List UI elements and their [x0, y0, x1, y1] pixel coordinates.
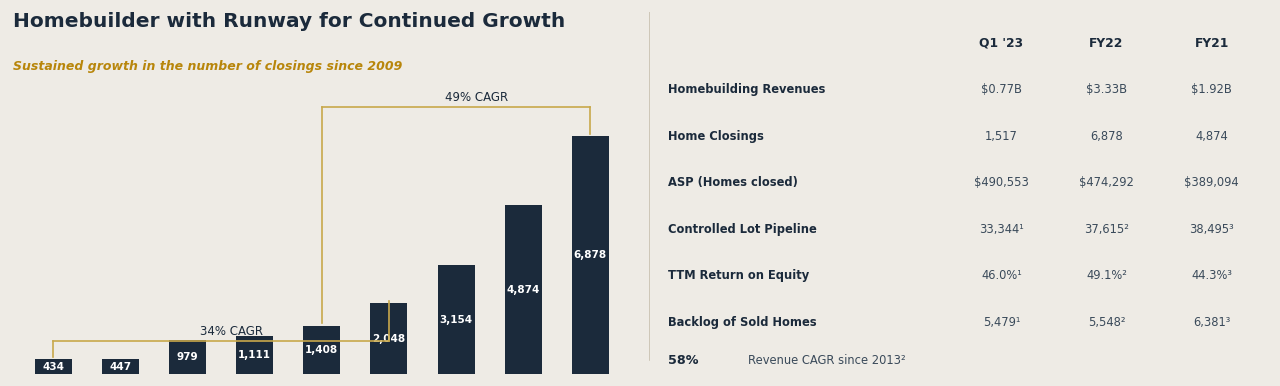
Text: TTM Return on Equity: TTM Return on Equity: [668, 269, 809, 282]
Bar: [303, 325, 340, 374]
Text: 58%: 58%: [668, 354, 699, 367]
Text: Home Closings: Home Closings: [668, 130, 764, 143]
Text: ASP (Homes closed): ASP (Homes closed): [668, 176, 797, 189]
Text: 979: 979: [177, 352, 198, 362]
Bar: [169, 340, 206, 374]
Bar: [438, 265, 475, 374]
Bar: [572, 136, 609, 374]
Text: 33,344¹: 33,344¹: [979, 223, 1024, 236]
Text: 44.3%³: 44.3%³: [1192, 269, 1233, 282]
Text: 6,878: 6,878: [1091, 130, 1123, 143]
Text: 5,479¹: 5,479¹: [983, 316, 1020, 328]
Text: $490,553: $490,553: [974, 176, 1029, 189]
Text: Q1 '23: Q1 '23: [979, 37, 1024, 50]
Text: 34% CAGR: 34% CAGR: [200, 325, 262, 338]
Bar: [102, 359, 138, 374]
Text: Sustained growth in the number of closings since 2009: Sustained growth in the number of closin…: [13, 60, 402, 73]
Text: $389,094: $389,094: [1184, 176, 1239, 189]
Text: FY22: FY22: [1089, 37, 1124, 50]
Text: 37,615²: 37,615²: [1084, 223, 1129, 236]
Text: 6,381³: 6,381³: [1193, 316, 1230, 328]
Text: 1,517: 1,517: [986, 130, 1018, 143]
Text: FY21: FY21: [1194, 37, 1229, 50]
Bar: [504, 205, 541, 374]
Bar: [370, 303, 407, 374]
Text: 3,154: 3,154: [439, 315, 472, 325]
Text: $0.77B: $0.77B: [980, 83, 1021, 96]
Text: 49% CAGR: 49% CAGR: [444, 91, 508, 104]
Text: $1.92B: $1.92B: [1192, 83, 1233, 96]
Text: Revenue CAGR since 2013²: Revenue CAGR since 2013²: [748, 354, 906, 367]
Text: $3.33B: $3.33B: [1085, 83, 1128, 96]
Text: 1,408: 1,408: [305, 345, 338, 355]
Text: 5,548²: 5,548²: [1088, 316, 1125, 328]
Text: 49.1%²: 49.1%²: [1087, 269, 1126, 282]
Text: Homebuilder with Runway for Continued Growth: Homebuilder with Runway for Continued Gr…: [13, 12, 564, 30]
Text: Homebuilding Revenues: Homebuilding Revenues: [668, 83, 826, 96]
Bar: [35, 359, 72, 374]
Text: Controlled Lot Pipeline: Controlled Lot Pipeline: [668, 223, 817, 236]
Text: 6,878: 6,878: [573, 250, 607, 260]
Text: 4,874: 4,874: [507, 285, 540, 295]
Text: 434: 434: [42, 362, 64, 372]
Text: Backlog of Sold Homes: Backlog of Sold Homes: [668, 316, 817, 328]
Bar: [236, 336, 273, 374]
Text: 1,111: 1,111: [238, 350, 271, 360]
Text: 2,048: 2,048: [372, 334, 406, 344]
Text: $474,292: $474,292: [1079, 176, 1134, 189]
Text: 46.0%¹: 46.0%¹: [980, 269, 1021, 282]
Text: 4,874: 4,874: [1196, 130, 1228, 143]
Text: 447: 447: [109, 362, 132, 372]
Text: 38,495³: 38,495³: [1189, 223, 1234, 236]
